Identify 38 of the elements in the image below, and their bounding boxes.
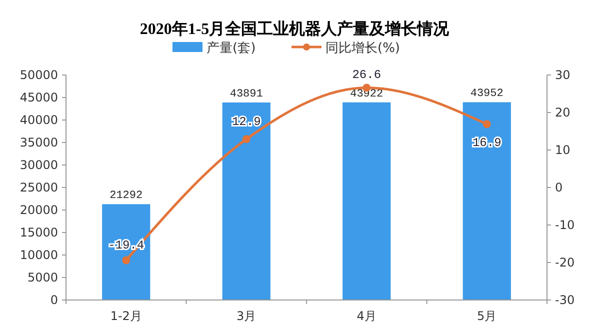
x-tick-label: 5月 bbox=[477, 309, 497, 323]
y2-tick-label: -20 bbox=[555, 256, 575, 270]
data-label: 12.9 bbox=[232, 115, 261, 130]
y-tick-label: 25000 bbox=[20, 180, 58, 195]
y-tick-label: 5000 bbox=[27, 270, 58, 285]
y-tick-label: 50000 bbox=[20, 68, 58, 82]
point bbox=[482, 120, 491, 128]
y-tick-label: 20000 bbox=[20, 203, 58, 218]
y-tick-label: 15000 bbox=[20, 226, 58, 240]
data-label: 43952 bbox=[470, 88, 504, 100]
y-tick-label: 35000 bbox=[20, 136, 58, 150]
data-label: 21292 bbox=[110, 190, 143, 202]
y2-tick-label: -30 bbox=[555, 293, 575, 308]
y-tick-label: 30000 bbox=[20, 158, 58, 172]
x-tick-label: 1-2月 bbox=[110, 309, 142, 323]
y2-tick-label: 30 bbox=[555, 68, 570, 82]
legend-label: 产量(套) bbox=[206, 41, 256, 56]
y-tick-label: 45000 bbox=[20, 90, 58, 105]
x-tick-label: 3月 bbox=[236, 309, 256, 323]
y2-tick-label: 0 bbox=[555, 180, 563, 195]
y2-tick-label: 10 bbox=[555, 143, 570, 158]
bar bbox=[342, 102, 391, 300]
y2-tick-label: -10 bbox=[555, 218, 575, 232]
x-tick-label: 4月 bbox=[356, 309, 376, 323]
bar bbox=[222, 102, 270, 300]
point bbox=[122, 256, 130, 264]
chart-title: 2020年1-5月全国工业机器人产量及增长情况 bbox=[140, 20, 450, 38]
legend-label: 同比增长(%) bbox=[326, 41, 400, 56]
y2-tick-label: 20 bbox=[555, 106, 570, 120]
point bbox=[242, 135, 250, 144]
bar bbox=[462, 102, 511, 300]
y-tick-label: 10000 bbox=[20, 248, 58, 262]
y-tick-label: 0 bbox=[50, 293, 58, 308]
data-label: 16.9 bbox=[472, 136, 502, 150]
data-label: 43891 bbox=[230, 88, 264, 100]
data-label: 26.6 bbox=[352, 68, 382, 82]
bar bbox=[102, 204, 150, 300]
y-tick-label: 40000 bbox=[20, 113, 58, 128]
